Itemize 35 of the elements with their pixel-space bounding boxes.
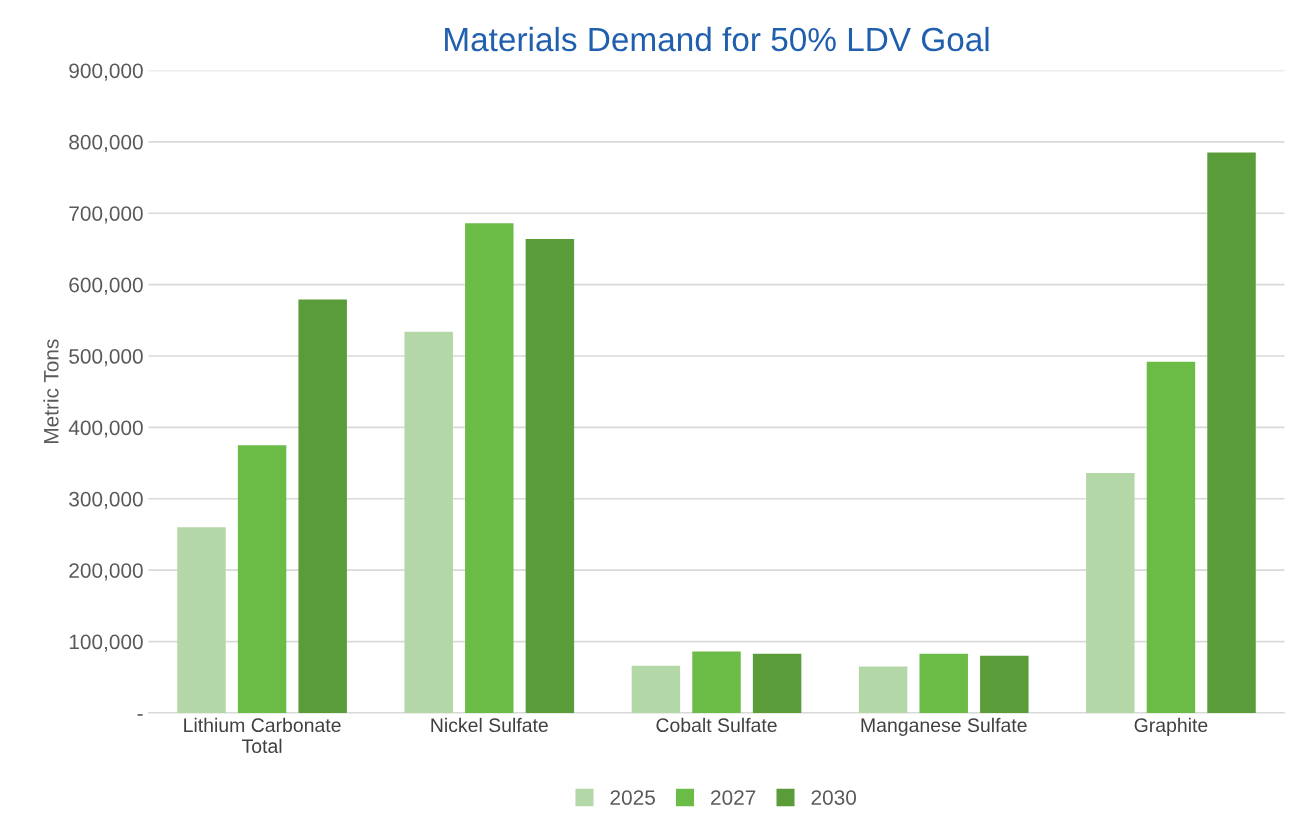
x-tick-label: Lithium Carbonate Total [184, 717, 341, 754]
y-axis-title: Metric Tons [43, 339, 59, 444]
bar [177, 527, 226, 713]
bar [919, 653, 968, 713]
y-tick-label: 900,000 [69, 63, 143, 81]
y-tick-label: 700,000 [69, 206, 143, 224]
bar [404, 331, 453, 713]
x-tick-label: Graphite [1134, 717, 1208, 736]
legend-label: 2025 [610, 790, 655, 805]
y-tick-label: - [137, 714, 143, 716]
x-tick-label: Nickel Sulfate [431, 717, 548, 733]
x-tick-label: Manganese Sulfate [861, 717, 1027, 736]
bar [1086, 473, 1135, 713]
y-tick-label: 600,000 [69, 277, 143, 295]
chart-title: Materials Demand for 50% LDV Goal [445, 26, 989, 52]
bar [858, 666, 908, 713]
bar [1146, 361, 1196, 713]
bar [298, 299, 347, 713]
y-tick-label: 200,000 [69, 563, 143, 581]
bar [631, 665, 681, 713]
x-tick-label: Cobalt Sulfate [656, 717, 777, 733]
bar [525, 238, 575, 713]
bar [237, 445, 287, 713]
bar [980, 655, 1029, 713]
legend-label: 2027 [711, 790, 756, 805]
y-tick-label: 100,000 [69, 634, 143, 652]
bar [1207, 152, 1256, 713]
bar [692, 651, 741, 713]
y-tick-label: 400,000 [68, 420, 143, 438]
bar [752, 653, 802, 713]
y-tick-label: 800,000 [69, 134, 143, 153]
y-tick-label: 300,000 [69, 491, 143, 509]
bar [465, 223, 514, 713]
y-tick-label: 500,000 [69, 349, 143, 367]
legend-label: 2030 [811, 790, 857, 805]
